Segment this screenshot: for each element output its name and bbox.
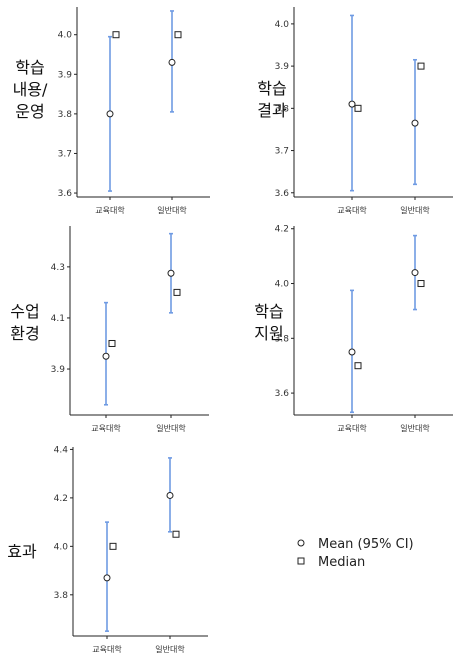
mean-marker: [106, 110, 114, 118]
mean-marker: [411, 269, 419, 277]
median-marker: [172, 530, 180, 538]
panel-title-line: 환경: [10, 324, 39, 343]
y-tick-label: 3.8: [275, 334, 290, 344]
legend-mean-marker: [297, 539, 305, 547]
y-tick-label: 3.6: [275, 189, 290, 199]
x-tick-label: 일반대학: [156, 423, 186, 433]
x-tick-label: 교육대학: [337, 205, 367, 215]
y-tick-label: 4.1: [51, 314, 65, 324]
y-tick-label: 4.0: [275, 280, 290, 290]
y-tick-label: 3.6: [275, 389, 290, 399]
legend: Mean (95% CI) Median: [297, 537, 414, 570]
panel-title-line: 운영: [15, 102, 44, 121]
y-tick-label: 4.3: [51, 263, 65, 273]
y-tick-label: 3.9: [275, 62, 290, 72]
y-tick-label: 4.0: [54, 542, 69, 552]
y-tick-label: 3.8: [54, 591, 69, 601]
mean-marker: [411, 119, 419, 127]
mean-marker: [103, 574, 111, 582]
panel-title-line: 결과: [257, 101, 287, 120]
mean-marker: [167, 269, 175, 277]
y-tick-label: 3.8: [275, 104, 290, 114]
legend-mean-label: Mean (95% CI): [318, 537, 414, 552]
mean-marker: [102, 352, 110, 360]
y-tick-label: 4.0: [58, 31, 73, 41]
median-marker: [354, 362, 362, 370]
mean-marker: [348, 348, 356, 356]
x-tick-label: 교육대학: [95, 205, 125, 215]
median-marker: [112, 31, 120, 39]
panel-title-line: 수업: [10, 302, 39, 321]
legend-median-label: Median: [318, 555, 365, 570]
median-marker: [354, 104, 362, 112]
panel-title-line: 효과: [7, 542, 37, 561]
mean-marker: [348, 100, 356, 108]
y-tick-label: 4.4: [54, 445, 69, 455]
legend-median-marker: [297, 557, 305, 565]
panel-title-line: 지원: [254, 324, 283, 343]
panel-title-line: 학습: [254, 302, 283, 321]
median-marker: [417, 280, 425, 288]
chart-panel-5: 효과 3.8 4.0 4.2 4.4 교육대학 일반대학: [7, 445, 208, 654]
x-tick-label: 교육대학: [337, 423, 367, 433]
panel-title-line: 학습: [257, 79, 286, 98]
panel-title-line: 학습: [15, 58, 44, 77]
x-tick-label: 교육대학: [92, 644, 122, 654]
x-tick-label: 일반대학: [157, 205, 187, 215]
y-tick-label: 3.6: [58, 189, 73, 199]
y-tick-label: 3.9: [51, 365, 66, 375]
x-tick-label: 교육대학: [91, 423, 121, 433]
y-tick-label: 3.9: [58, 70, 73, 80]
mean-marker: [168, 58, 176, 66]
panel-title-line: 내용/: [13, 80, 48, 99]
y-tick-label: 4.2: [275, 225, 289, 235]
mean-marker: [166, 491, 174, 499]
median-marker: [173, 288, 181, 296]
x-tick-label: 일반대학: [155, 644, 185, 654]
x-tick-label: 일반대학: [400, 423, 430, 433]
y-tick-label: 4.2: [54, 494, 68, 504]
median-marker: [174, 31, 182, 39]
median-marker: [109, 542, 117, 550]
median-marker: [108, 339, 116, 347]
y-tick-label: 3.8: [58, 110, 73, 120]
median-marker: [417, 62, 425, 70]
y-tick-label: 3.7: [275, 147, 289, 157]
x-tick-label: 일반대학: [400, 205, 430, 215]
y-tick-label: 4.0: [275, 20, 290, 30]
y-tick-label: 3.7: [58, 149, 72, 159]
